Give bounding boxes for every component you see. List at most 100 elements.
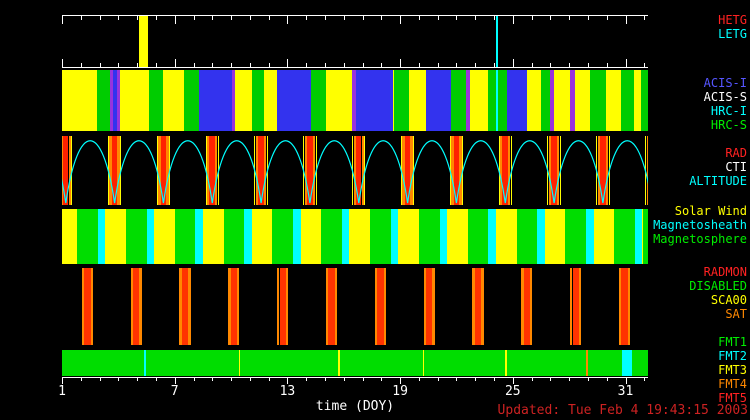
track-gratings bbox=[62, 15, 648, 68]
x-axis-tick bbox=[437, 378, 439, 381]
segment bbox=[453, 136, 460, 205]
x-axis-tick bbox=[62, 378, 63, 384]
x-axis-tick bbox=[587, 378, 589, 381]
segment bbox=[383, 268, 386, 345]
segment bbox=[488, 209, 496, 264]
frame-tick bbox=[587, 63, 589, 67]
frame-tick bbox=[456, 16, 458, 20]
segment bbox=[174, 209, 196, 264]
legend-label-hrc-s: HRC-S bbox=[710, 118, 747, 132]
frame-tick bbox=[362, 16, 364, 20]
x-axis-tick bbox=[400, 378, 402, 384]
legend-label-sat: SAT bbox=[725, 307, 747, 321]
frame-tick bbox=[606, 63, 608, 67]
x-axis-tick bbox=[512, 378, 514, 384]
frame-tick bbox=[494, 16, 495, 20]
x-axis-tick bbox=[644, 378, 646, 381]
segment bbox=[530, 268, 533, 345]
segment bbox=[139, 268, 142, 345]
segment bbox=[474, 268, 482, 345]
segment bbox=[432, 268, 435, 345]
x-axis-tick bbox=[343, 378, 345, 381]
x-axis-tick bbox=[362, 378, 364, 381]
frame-tick bbox=[512, 16, 514, 24]
x-axis-tick bbox=[193, 378, 195, 381]
segment bbox=[160, 136, 167, 205]
x-axis-tick bbox=[625, 378, 627, 384]
segment bbox=[537, 209, 545, 264]
x-axis-tick bbox=[118, 378, 120, 381]
segment bbox=[570, 70, 575, 131]
segment bbox=[109, 136, 112, 205]
legend-label-hrc-i: HRC-I bbox=[710, 104, 747, 118]
segment bbox=[325, 70, 353, 131]
segment bbox=[605, 136, 609, 205]
frame-tick bbox=[400, 59, 402, 67]
frame-tick bbox=[118, 63, 120, 67]
segment bbox=[451, 136, 454, 205]
segment bbox=[96, 70, 110, 131]
segment bbox=[84, 268, 91, 345]
segment bbox=[162, 70, 185, 131]
x-axis-tick-label: 25 bbox=[504, 384, 521, 399]
frame-tick bbox=[324, 16, 326, 20]
segment bbox=[548, 136, 552, 205]
segment bbox=[133, 268, 140, 345]
frame-tick bbox=[306, 16, 308, 20]
x-axis-tick-label: 7 bbox=[170, 384, 179, 399]
segment bbox=[81, 268, 85, 345]
frame-tick bbox=[606, 16, 608, 20]
segment bbox=[586, 209, 594, 264]
segment bbox=[310, 70, 326, 131]
segment bbox=[481, 268, 484, 345]
segment bbox=[263, 136, 267, 205]
x-axis-tick bbox=[324, 378, 326, 381]
frame-tick bbox=[174, 16, 176, 24]
segment bbox=[352, 70, 356, 131]
segment bbox=[232, 70, 235, 131]
frame-tick bbox=[231, 63, 232, 67]
frame-tick bbox=[324, 63, 326, 67]
x-axis-tick bbox=[306, 378, 308, 381]
legend-label-solar-wind: Solar Wind bbox=[674, 204, 747, 218]
frame-tick bbox=[475, 16, 477, 20]
legend-label-fmt3: FMT3 bbox=[718, 363, 747, 377]
frame-tick bbox=[287, 16, 289, 24]
segment bbox=[488, 70, 496, 131]
segment bbox=[244, 209, 252, 264]
segment bbox=[272, 209, 294, 264]
segment bbox=[551, 136, 557, 205]
segment bbox=[263, 70, 277, 131]
x-axis-tick bbox=[381, 378, 383, 381]
segment bbox=[500, 136, 503, 205]
segment bbox=[374, 268, 378, 345]
segment bbox=[258, 136, 264, 205]
track-radmon bbox=[62, 268, 648, 345]
segment bbox=[495, 16, 499, 67]
segment bbox=[312, 136, 316, 205]
legend-label-fmt5: FMT5 bbox=[718, 391, 747, 405]
frame-tick bbox=[569, 16, 571, 20]
segment bbox=[572, 268, 579, 345]
frame-tick bbox=[512, 59, 514, 67]
x-axis-tick bbox=[268, 378, 270, 381]
frame-tick bbox=[99, 63, 101, 67]
frame-tick bbox=[569, 63, 571, 67]
legend-label-magnetosphere: Magnetosphere bbox=[653, 232, 747, 246]
segment bbox=[618, 268, 622, 345]
frame-tick bbox=[644, 16, 646, 20]
legend-label-fmt4: FMT4 bbox=[718, 377, 747, 391]
segment bbox=[143, 350, 146, 376]
x-axis-tick bbox=[99, 378, 101, 381]
frame-tick bbox=[306, 63, 308, 67]
legend-label-magnetosheath: Magnetosheath bbox=[653, 218, 747, 232]
segment bbox=[565, 209, 587, 264]
x-axis-tick-label: 1 bbox=[58, 384, 66, 399]
x-axis-tick bbox=[249, 378, 251, 381]
segment bbox=[634, 209, 643, 264]
frame-tick bbox=[80, 63, 82, 67]
segment bbox=[578, 268, 582, 345]
segment bbox=[166, 136, 169, 205]
segment bbox=[370, 209, 391, 264]
frame-tick bbox=[362, 63, 364, 67]
